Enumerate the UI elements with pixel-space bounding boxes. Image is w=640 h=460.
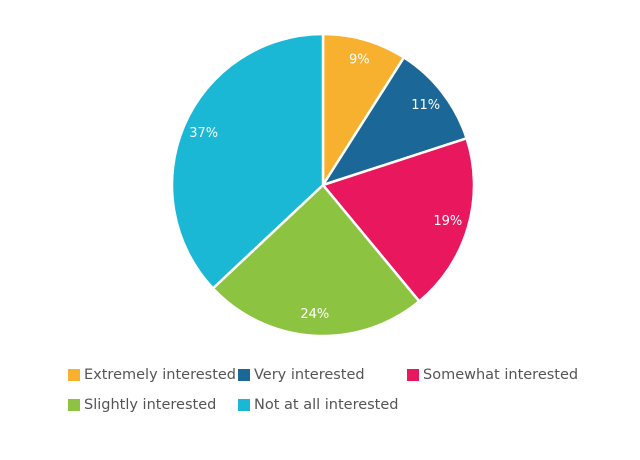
pie-slice bbox=[211, 183, 422, 338]
legend-label: Slightly interested bbox=[84, 397, 216, 413]
legend-swatch bbox=[407, 369, 419, 381]
data-label: 37% bbox=[189, 126, 218, 141]
pie-slice bbox=[321, 32, 406, 190]
legend-swatch bbox=[238, 399, 250, 411]
data-label: 9% bbox=[349, 53, 370, 68]
legend-swatch bbox=[68, 369, 80, 381]
pie-slice bbox=[170, 32, 325, 291]
legend-label: Somewhat interested bbox=[423, 367, 578, 383]
legend-label: Not at all interested bbox=[254, 397, 399, 413]
pie-slice bbox=[320, 136, 476, 304]
pie-slice bbox=[320, 55, 469, 188]
legend-swatch bbox=[68, 399, 80, 411]
data-label: 24% bbox=[300, 307, 329, 322]
data-label: 19% bbox=[433, 214, 462, 229]
legend-swatch bbox=[238, 369, 250, 381]
legend-label: Extremely interested bbox=[84, 367, 236, 383]
data-label: 11% bbox=[411, 98, 440, 113]
legend-label: Very interested bbox=[254, 367, 365, 383]
